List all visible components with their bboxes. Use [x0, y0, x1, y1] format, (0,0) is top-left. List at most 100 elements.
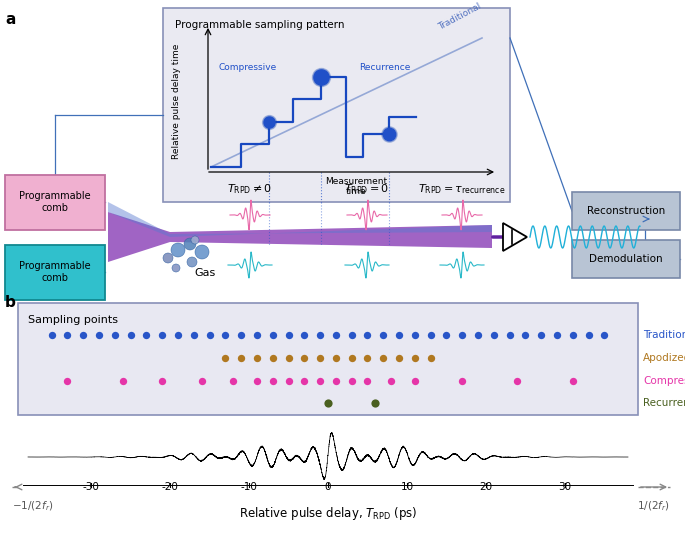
- Point: [314, 330, 325, 339]
- Point: [370, 399, 381, 408]
- Point: [410, 353, 421, 362]
- Point: [394, 353, 405, 362]
- Point: [188, 330, 199, 339]
- Point: [346, 353, 357, 362]
- Point: [299, 330, 310, 339]
- Circle shape: [163, 253, 173, 263]
- Point: [196, 377, 207, 386]
- Text: Gas: Gas: [195, 268, 216, 278]
- Text: -10: -10: [240, 482, 258, 492]
- Point: [362, 330, 373, 339]
- Point: [46, 330, 57, 339]
- Text: Compressive: Compressive: [219, 63, 277, 72]
- Point: [425, 330, 436, 339]
- Point: [330, 330, 341, 339]
- FancyBboxPatch shape: [5, 245, 105, 300]
- Text: 0: 0: [325, 482, 332, 492]
- Polygon shape: [108, 202, 492, 237]
- Text: b: b: [5, 295, 16, 310]
- Text: -20: -20: [162, 482, 179, 492]
- Text: -30: -30: [83, 482, 99, 492]
- Point: [62, 377, 73, 386]
- Text: 20: 20: [479, 482, 493, 492]
- Point: [362, 377, 373, 386]
- Text: Recurrence: Recurrence: [359, 63, 410, 72]
- Point: [330, 353, 341, 362]
- Point: [567, 377, 578, 386]
- Polygon shape: [108, 202, 492, 272]
- Text: a: a: [5, 12, 15, 27]
- Point: [236, 353, 247, 362]
- Point: [378, 353, 389, 362]
- Point: [251, 377, 262, 386]
- Point: [157, 377, 168, 386]
- FancyBboxPatch shape: [18, 303, 638, 415]
- Point: [457, 377, 468, 386]
- Point: [567, 330, 578, 339]
- Text: $-1/(2f_r)$: $-1/(2f_r)$: [12, 499, 53, 513]
- Point: [220, 330, 231, 339]
- Point: [299, 377, 310, 386]
- Point: [314, 377, 325, 386]
- Point: [410, 330, 421, 339]
- Point: [488, 330, 499, 339]
- Point: [204, 330, 215, 339]
- Point: [228, 377, 239, 386]
- Circle shape: [184, 238, 196, 250]
- Point: [314, 353, 325, 362]
- Point: [323, 399, 334, 408]
- Point: [267, 330, 278, 339]
- Point: [473, 330, 484, 339]
- Point: [386, 377, 397, 386]
- Polygon shape: [503, 223, 527, 251]
- Point: [583, 330, 594, 339]
- Point: [125, 330, 136, 339]
- Text: Sampling points: Sampling points: [28, 315, 118, 325]
- Circle shape: [191, 236, 199, 244]
- Circle shape: [187, 257, 197, 267]
- Point: [220, 353, 231, 362]
- Circle shape: [171, 243, 185, 257]
- Text: Relative pulse delay, $T_{\mathrm{RPD}}$ (ps): Relative pulse delay, $T_{\mathrm{RPD}}$…: [239, 505, 417, 522]
- Point: [330, 377, 341, 386]
- Circle shape: [172, 264, 180, 272]
- Point: [117, 377, 128, 386]
- Point: [78, 330, 89, 339]
- Text: $T_{\rm RPD} = \tau_{\rm recurrence}$: $T_{\rm RPD} = \tau_{\rm recurrence}$: [419, 182, 506, 196]
- FancyBboxPatch shape: [5, 175, 105, 230]
- Text: Measurement
time: Measurement time: [325, 177, 388, 196]
- Point: [236, 330, 247, 339]
- Point: [110, 330, 121, 339]
- Circle shape: [195, 245, 209, 259]
- Text: Programmable sampling pattern: Programmable sampling pattern: [175, 20, 345, 30]
- FancyBboxPatch shape: [163, 8, 510, 202]
- Point: [536, 330, 547, 339]
- Text: Compressive: Compressive: [643, 376, 685, 386]
- Text: 30: 30: [558, 482, 571, 492]
- Point: [283, 330, 294, 339]
- Text: Traditional: Traditional: [437, 2, 483, 32]
- Text: Recurrence: Recurrence: [643, 398, 685, 408]
- Point: [441, 330, 452, 339]
- Point: [410, 377, 421, 386]
- Point: [551, 330, 562, 339]
- Point: [251, 330, 262, 339]
- FancyBboxPatch shape: [572, 240, 680, 278]
- Point: [62, 330, 73, 339]
- Point: [512, 377, 523, 386]
- Point: [283, 377, 294, 386]
- Text: $T_{\rm RPD} = 0$: $T_{\rm RPD} = 0$: [345, 182, 390, 196]
- FancyBboxPatch shape: [572, 192, 680, 230]
- Point: [141, 330, 152, 339]
- Point: [283, 353, 294, 362]
- Point: [362, 353, 373, 362]
- Text: $T_{\rm RPD} \neq 0$: $T_{\rm RPD} \neq 0$: [227, 182, 273, 196]
- Text: Relative pulse delay time: Relative pulse delay time: [173, 43, 182, 159]
- Point: [346, 330, 357, 339]
- Point: [299, 353, 310, 362]
- Text: Traditional: Traditional: [643, 330, 685, 340]
- Text: 10: 10: [401, 482, 414, 492]
- Text: Reconstruction: Reconstruction: [587, 206, 665, 216]
- Text: Apodized: Apodized: [643, 353, 685, 363]
- Point: [251, 353, 262, 362]
